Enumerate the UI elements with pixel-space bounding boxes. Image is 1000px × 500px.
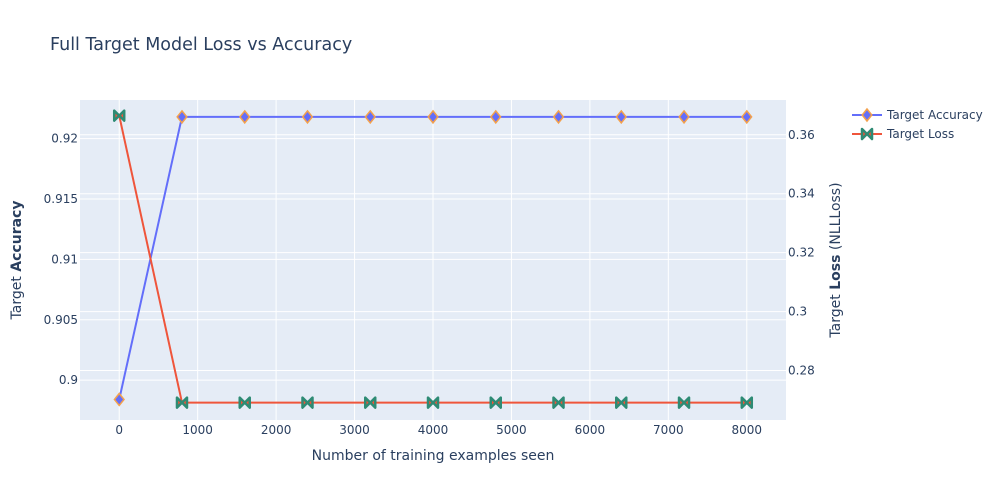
y-tick-label-right: 0.3 xyxy=(788,305,807,319)
y-tick-label-left: 0.92 xyxy=(51,132,78,146)
x-tick-label: 6000 xyxy=(575,423,606,437)
legend[interactable]: Target Accuracy Target Loss xyxy=(852,107,983,141)
x-tick-label: 8000 xyxy=(732,423,763,437)
loss-point xyxy=(175,396,189,409)
accuracy-point xyxy=(113,392,125,407)
x-axis-title: Number of training examples seen xyxy=(312,448,555,464)
loss-point xyxy=(740,396,754,409)
y-tick-label-right: 0.28 xyxy=(788,363,815,377)
loss-point xyxy=(552,396,565,409)
accuracy-point xyxy=(489,109,502,125)
x-tick-label: 0 xyxy=(115,423,123,437)
accuracy-point xyxy=(238,109,251,125)
accuracy-point xyxy=(615,109,628,125)
series-markers xyxy=(112,109,754,409)
legend-marker xyxy=(861,107,873,123)
y-tick-label-left: 0.91 xyxy=(51,252,78,266)
legend-label: Target Loss xyxy=(886,127,954,141)
legend-item[interactable]: Target Loss xyxy=(852,127,954,141)
loss-point xyxy=(363,396,377,409)
y-tick-label-left: 0.9 xyxy=(59,373,78,387)
gridlines xyxy=(80,100,786,420)
accuracy-point xyxy=(678,109,690,125)
loss-point xyxy=(112,109,126,122)
legend-item[interactable]: Target Accuracy xyxy=(852,107,983,123)
y-tick-label-left: 0.905 xyxy=(44,313,78,327)
x-tick-label: 4000 xyxy=(418,423,449,437)
accuracy-point xyxy=(427,109,439,125)
y-axis-left-ticks: 0.9 0.905 0.91 0.915 0.92 xyxy=(44,132,78,388)
y-tick-label-right: 0.32 xyxy=(788,246,815,260)
x-tick-label: 1000 xyxy=(182,423,213,437)
x-tick-label: 7000 xyxy=(653,423,684,437)
loss-point xyxy=(615,396,628,409)
y-axis-right-title: Target Loss (NLLLoss) xyxy=(828,182,844,338)
accuracy-point xyxy=(741,109,753,125)
legend-label: Target Accuracy xyxy=(886,108,983,122)
series-layer xyxy=(112,109,754,409)
loss-point xyxy=(677,396,691,409)
legend-marker xyxy=(860,127,874,141)
loss-point xyxy=(301,396,314,409)
y-axis-right-ticks: 0.28 0.3 0.32 0.34 0.36 xyxy=(788,128,815,378)
y-tick-label-left: 0.915 xyxy=(44,192,78,206)
accuracy-point xyxy=(176,109,188,125)
x-axis-ticks: 0 1000 2000 3000 4000 5000 6000 7000 8000 xyxy=(115,423,762,437)
y-tick-label-right: 0.34 xyxy=(788,187,815,201)
y-tick-label-right: 0.36 xyxy=(788,128,815,142)
chart-title: Full Target Model Loss vs Accuracy xyxy=(50,35,352,55)
x-tick-label: 5000 xyxy=(496,423,527,437)
x-tick-label: 3000 xyxy=(339,423,370,437)
loss-point xyxy=(426,396,440,409)
x-tick-label: 2000 xyxy=(261,423,292,437)
accuracy-point xyxy=(301,109,314,125)
y-axis-left-title: Target Accuracy xyxy=(9,201,25,321)
loss-point xyxy=(238,396,251,409)
accuracy-point xyxy=(552,109,565,125)
loss-point xyxy=(489,396,503,409)
accuracy-point xyxy=(364,109,377,125)
